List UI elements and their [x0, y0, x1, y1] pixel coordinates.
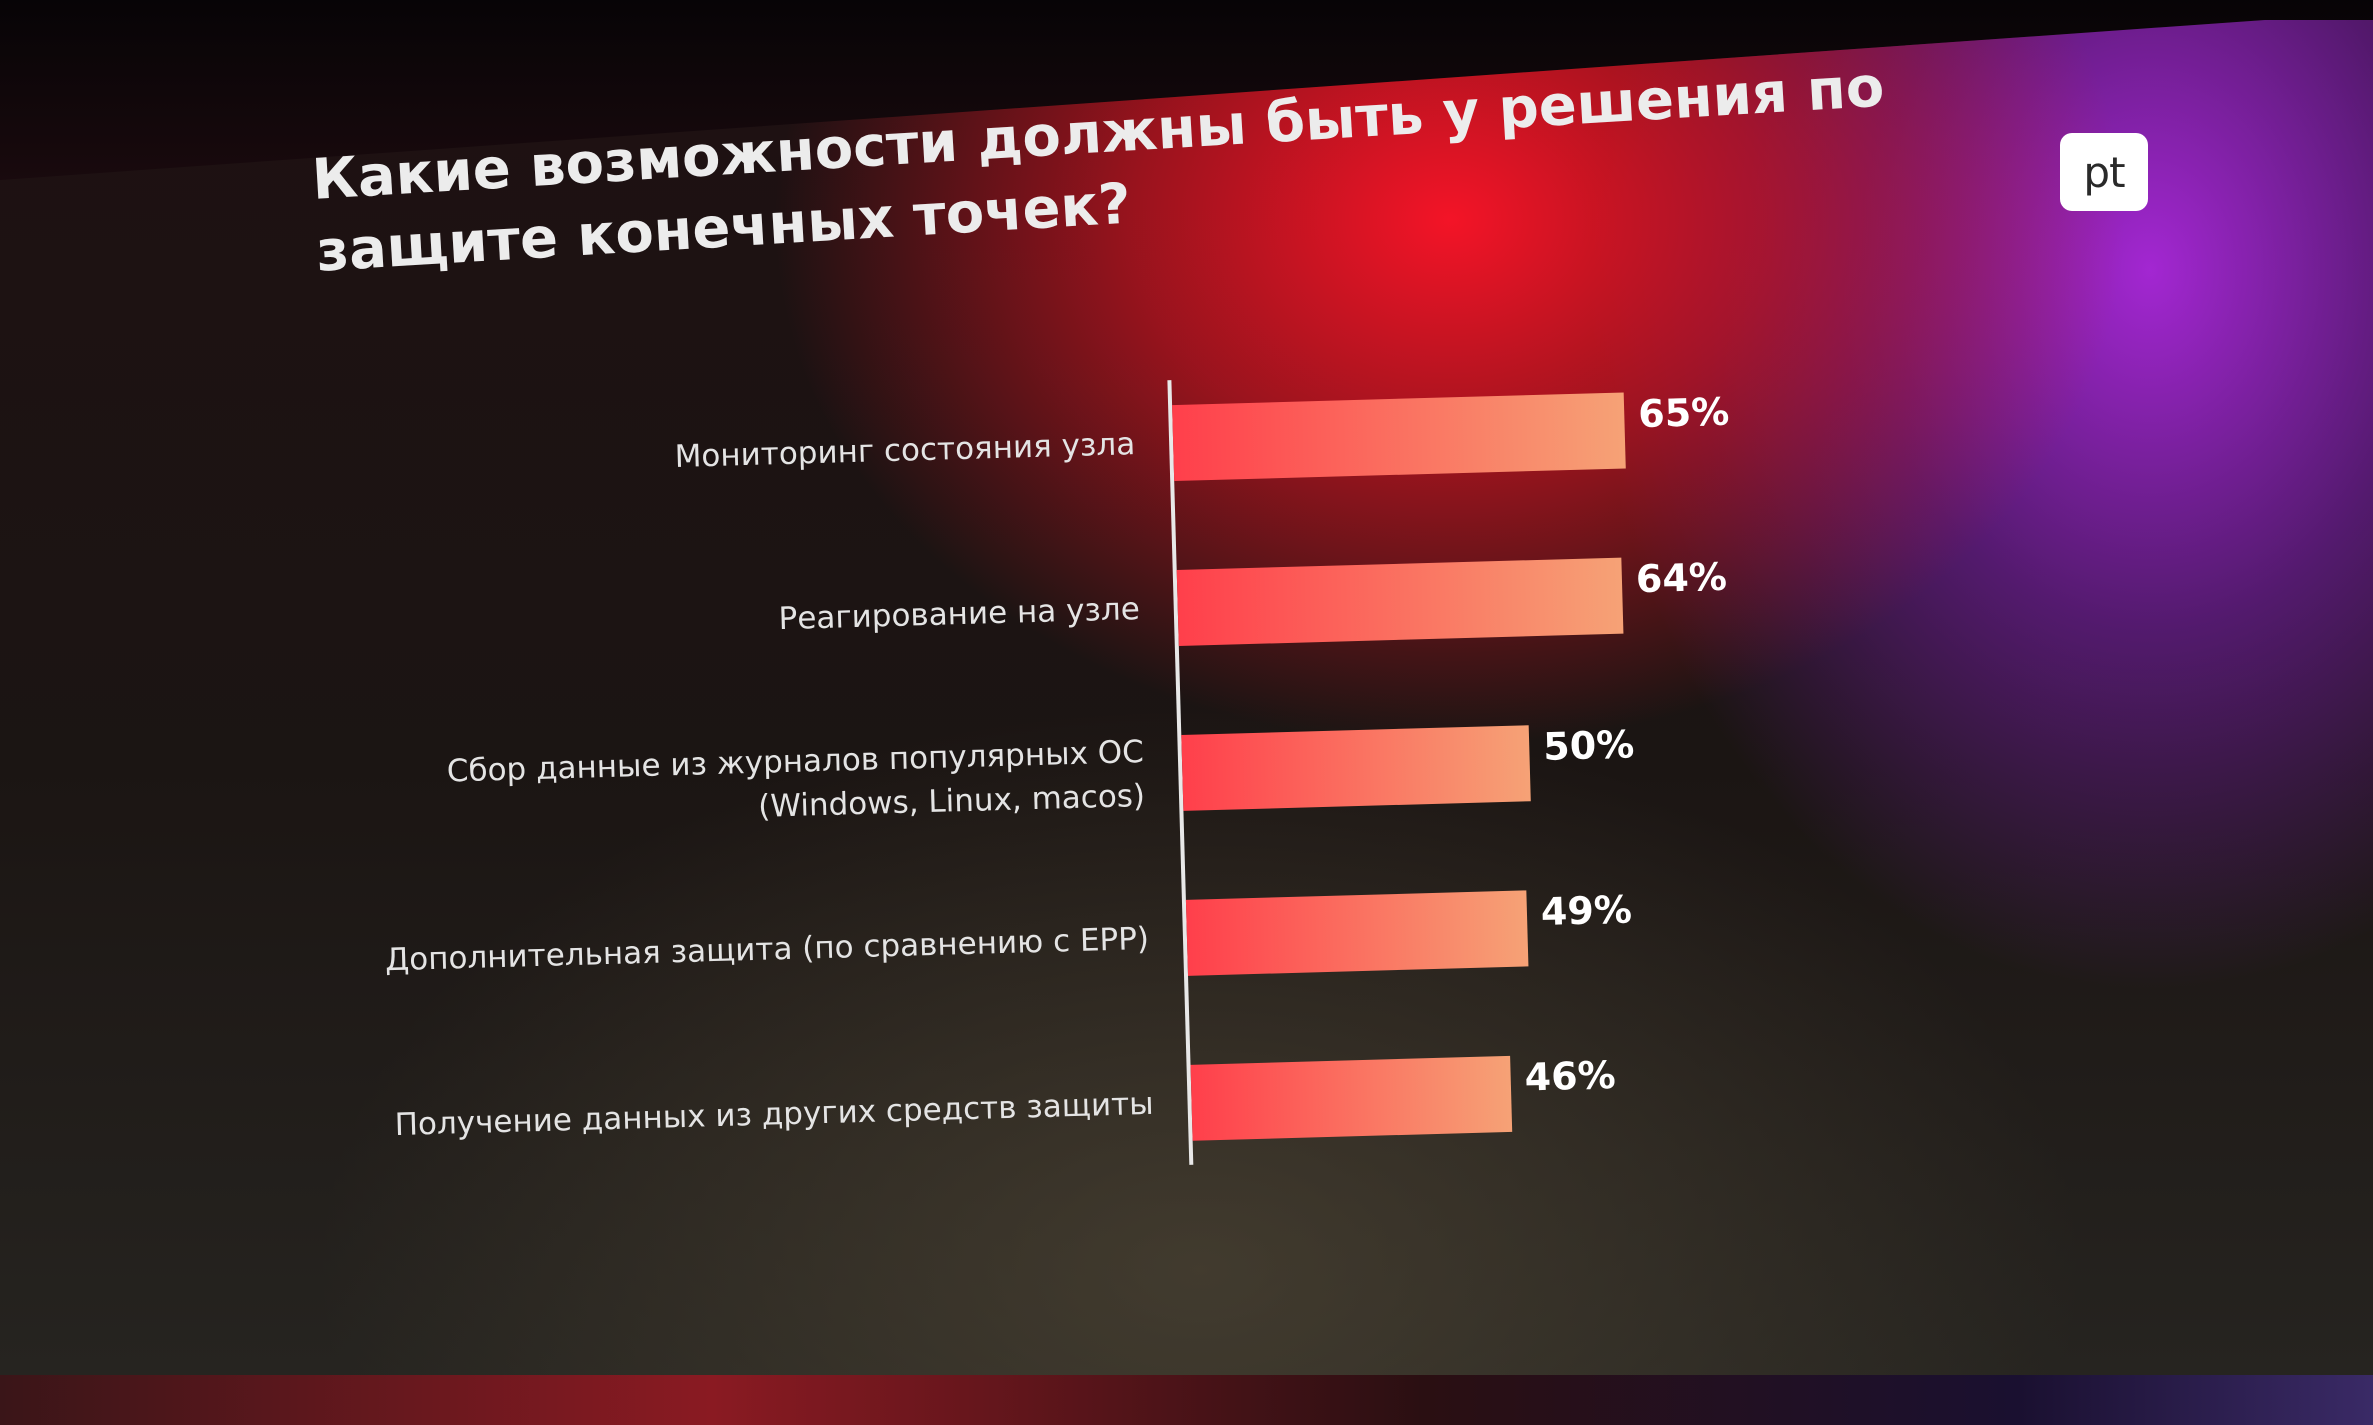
pt-logo: pt — [2060, 133, 2148, 211]
value-label-2: 64% — [1635, 555, 1727, 602]
value-label-4: 49% — [1540, 887, 1632, 934]
value-label-1: 65% — [1638, 390, 1730, 437]
y-axis-line — [1167, 380, 1194, 1165]
projection-screen — [0, 20, 2373, 1380]
category-label-2: Реагирование на узле — [778, 591, 1140, 637]
bar-4 — [1185, 890, 1529, 976]
category-label-4: Дополнительная защита (по сравнению с EP… — [385, 921, 1150, 978]
value-label-3: 50% — [1543, 722, 1635, 769]
room-background-bottom — [0, 1375, 2373, 1425]
bar-5 — [1190, 1055, 1513, 1141]
bar-1 — [1172, 392, 1626, 482]
value-label-5: 46% — [1524, 1053, 1616, 1100]
category-label-1: Мониторинг состояния узла — [674, 426, 1135, 475]
bar-3 — [1181, 725, 1531, 811]
category-label-5: Получение данных из других средств защит… — [394, 1086, 1154, 1143]
bar-2 — [1176, 557, 1624, 646]
category-label-3-line-2: (Windows, Linux, macos) — [758, 778, 1146, 825]
